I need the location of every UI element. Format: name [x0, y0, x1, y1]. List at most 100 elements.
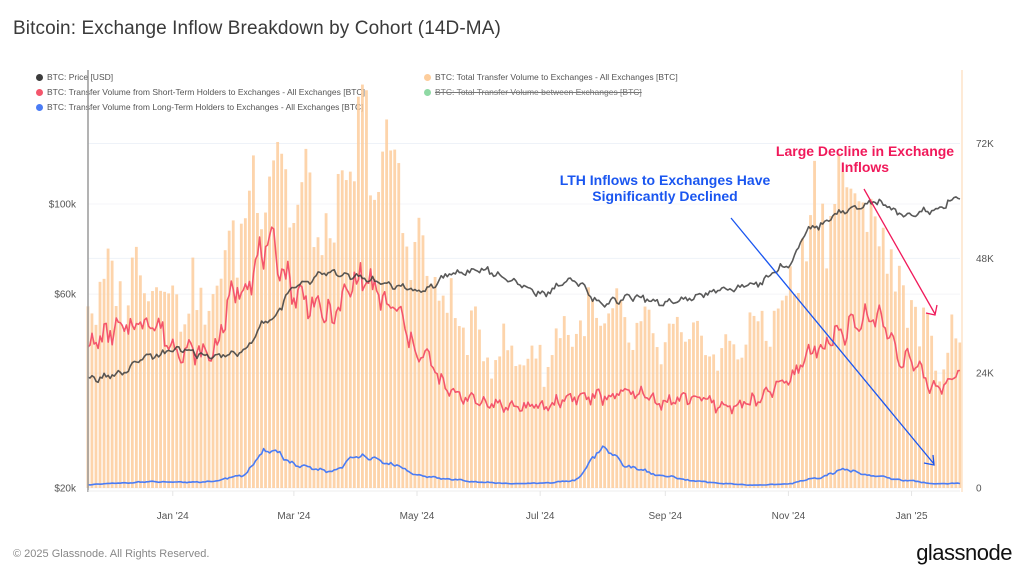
bar — [530, 345, 534, 488]
bar — [954, 338, 958, 488]
bar — [167, 293, 171, 488]
bar — [401, 233, 405, 488]
bar — [502, 323, 506, 488]
annotation-arrows — [730, 188, 938, 466]
bar — [792, 294, 796, 488]
bar — [397, 163, 401, 488]
bar — [639, 321, 643, 488]
bar — [344, 180, 348, 488]
bar — [901, 285, 905, 488]
bar — [780, 300, 784, 488]
bar — [663, 342, 667, 488]
legend-item-between-exchanges[interactable]: BTC: Total Transfer Volume between Excha… — [424, 87, 642, 97]
bar — [130, 257, 134, 488]
bar — [776, 308, 780, 488]
bar — [897, 265, 901, 488]
bar — [562, 316, 566, 488]
bar — [421, 235, 425, 488]
bar — [930, 335, 934, 488]
bar — [425, 275, 429, 488]
bar — [958, 342, 962, 488]
bar — [405, 246, 409, 488]
x-tick-label: Sep '24 — [648, 511, 682, 522]
bar — [465, 355, 469, 488]
y-right-tick-label: 72K — [976, 139, 994, 150]
bar — [102, 278, 106, 488]
bar — [340, 170, 344, 488]
bar — [183, 324, 187, 488]
line-lth-volume — [87, 445, 961, 486]
bar — [227, 230, 231, 488]
legend-dot-lth — [36, 103, 43, 111]
bar — [857, 201, 861, 488]
bar — [724, 334, 728, 488]
bar — [744, 344, 748, 488]
bar — [114, 306, 118, 488]
bar — [328, 238, 332, 488]
arrow-lth-line — [730, 217, 935, 465]
bar — [280, 153, 284, 489]
bar — [817, 228, 821, 488]
arrow-lth-head — [923, 454, 935, 466]
line-sth-volume — [87, 226, 961, 415]
x-tick-label: Jan '24 — [157, 511, 189, 522]
bar — [175, 294, 179, 488]
bar — [498, 356, 502, 488]
bar — [296, 204, 300, 488]
bar — [429, 283, 433, 488]
bar — [377, 191, 380, 488]
bar — [534, 358, 538, 488]
bar — [946, 352, 950, 488]
bar — [195, 310, 199, 488]
bar — [151, 291, 154, 488]
bar — [914, 306, 917, 488]
legend-label-between-exchanges: BTC: Total Transfer Volume between Excha… — [435, 87, 642, 97]
bar — [801, 238, 804, 488]
legend-dot-total — [424, 73, 431, 81]
x-tick-label: Mar '24 — [277, 511, 310, 522]
legend-item-sth[interactable]: BTC: Transfer Volume from Short-Term Hol… — [36, 87, 365, 97]
bar — [627, 342, 631, 488]
bar — [889, 249, 893, 488]
bar — [482, 361, 485, 488]
bar — [526, 358, 530, 488]
bar — [683, 341, 687, 488]
bar — [324, 213, 328, 489]
bar — [849, 188, 853, 489]
bar — [191, 257, 195, 488]
bar — [607, 313, 611, 488]
bar — [518, 364, 522, 488]
legend-item-lth[interactable]: BTC: Transfer Volume from Long-Term Hold… — [36, 102, 364, 112]
bar — [486, 357, 489, 488]
bar — [106, 248, 110, 488]
bar — [554, 328, 558, 488]
glassnode-logo: glassnode — [916, 540, 1012, 565]
arrow-red-line — [863, 188, 936, 315]
bar — [736, 359, 740, 488]
legend-item-total[interactable]: BTC: Total Transfer Volume to Exchanges … — [424, 72, 678, 82]
bar — [134, 246, 138, 488]
bar — [821, 203, 825, 488]
x-tick-label: Nov '24 — [772, 511, 806, 522]
x-tick-label: Jul '24 — [526, 511, 555, 522]
line-price — [87, 196, 961, 384]
bar — [292, 222, 296, 488]
bar — [308, 172, 312, 488]
bar — [453, 318, 457, 488]
bar — [704, 355, 707, 488]
bar — [861, 202, 865, 488]
annotation-inflow-decline: Large Decline in Exchange Inflows — [775, 143, 955, 176]
bar — [470, 310, 473, 488]
bar — [90, 313, 94, 488]
y-left-tick-label: $60k — [54, 290, 77, 301]
bar — [300, 182, 304, 488]
bar — [873, 216, 877, 488]
legend-label-total: BTC: Total Transfer Volume to Exchanges … — [435, 72, 678, 82]
bar — [356, 96, 360, 488]
legend-item-price[interactable]: BTC: Price [USD] — [36, 72, 113, 82]
bar — [231, 220, 235, 488]
bar — [869, 198, 873, 488]
bar — [256, 212, 259, 488]
bar — [449, 278, 453, 488]
bar — [813, 160, 816, 489]
